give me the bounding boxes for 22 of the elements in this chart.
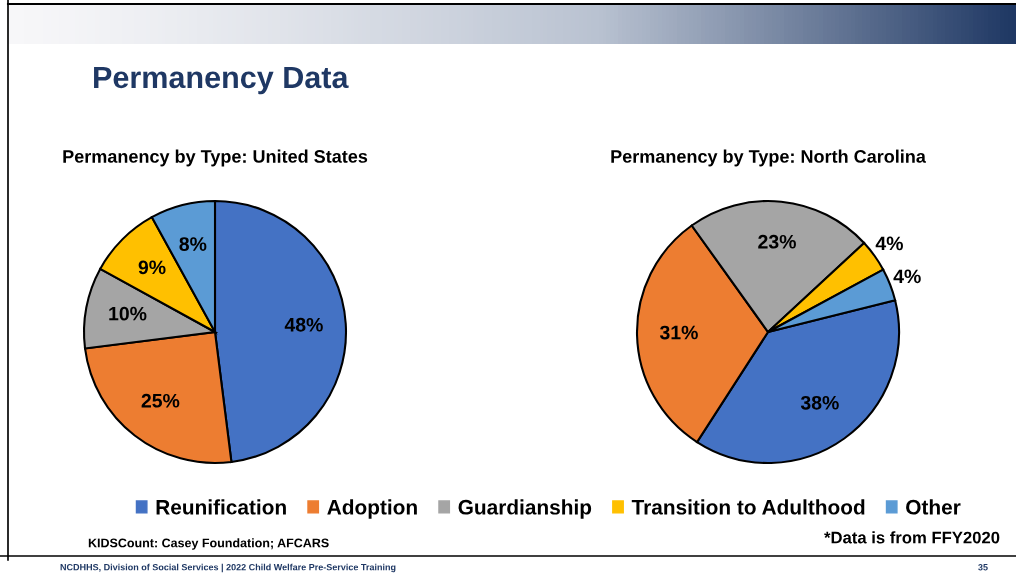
text: *Data is from FFY2020 — [824, 531, 1000, 544]
data-label: 9% — [138, 260, 166, 275]
data-label: 25% — [141, 393, 180, 408]
data-label: 10% — [109, 306, 147, 321]
data-label: 8% — [179, 237, 207, 251]
text: Permanency Data — [94, 66, 349, 95]
legend-label: Reunification — [156, 499, 286, 515]
legend-label: Adoption — [327, 499, 417, 519]
chart-title: Permanency by Type: United States — [63, 149, 368, 167]
data-label: 23% — [758, 234, 796, 249]
legend-label: Other — [906, 499, 961, 515]
data-label: 31% — [659, 325, 698, 340]
legend-label: Transition to Adulthood — [631, 499, 865, 515]
data-label: 38% — [800, 395, 839, 410]
chart-title: Permanency by Type: North Carolina — [611, 149, 926, 167]
data-label: 48% — [284, 317, 323, 332]
legend-label: Guardianship — [458, 499, 592, 519]
data-label: 4% — [875, 236, 903, 251]
text: KIDSCount: Casey Foundation; AFCARS — [88, 538, 329, 550]
text: NCDHHS, Division of Social Services | 2022 Child Welfare Pre-Service Training — [60, 563, 396, 573]
data-label: 4% — [893, 269, 921, 284]
text: 35 — [978, 564, 988, 571]
